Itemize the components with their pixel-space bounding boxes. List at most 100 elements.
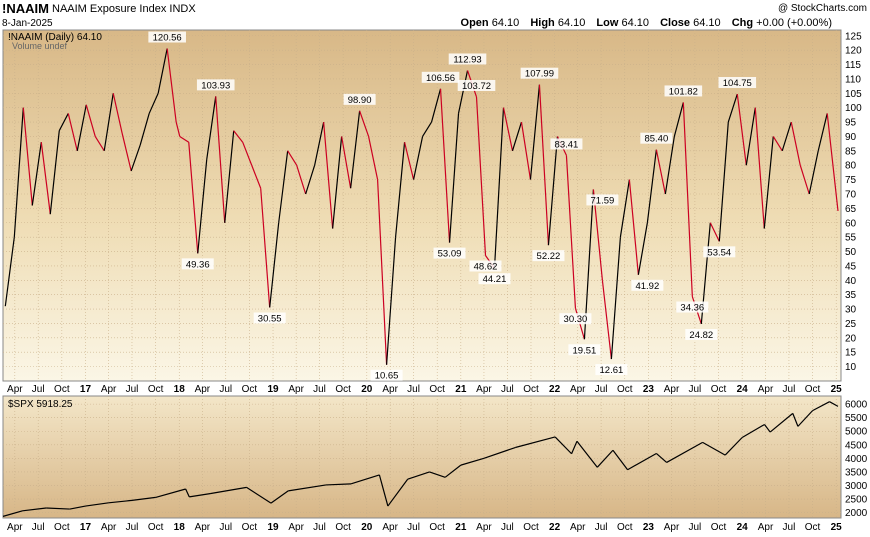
annotation-box bbox=[253, 312, 286, 324]
series-segment bbox=[359, 110, 370, 137]
y-tick-label: 70 bbox=[845, 189, 857, 200]
open-value: 64.10 bbox=[491, 17, 520, 29]
annotation-label: 120.56 bbox=[153, 33, 182, 44]
naaim-y-axis: 10 15 20 25 30 35 40 45 50 55 60 65 70 75 80 85 90 95 100 1… bbox=[845, 31, 862, 373]
series-segment bbox=[85, 104, 96, 137]
series-segment bbox=[242, 141, 253, 166]
annotation-box bbox=[433, 247, 466, 259]
copyright-link[interactable]: @ StockCharts.com bbox=[777, 3, 867, 14]
x-tick-label: Apr bbox=[195, 384, 211, 395]
annotation-box bbox=[703, 246, 736, 258]
x-tick-label: Oct bbox=[523, 522, 539, 533]
index-full-name: NAAIM Exposure Index bbox=[52, 3, 167, 15]
x-tick-label: 23 bbox=[643, 384, 655, 395]
series-segment bbox=[131, 496, 156, 501]
x-tick-label: Jul bbox=[501, 522, 514, 533]
y-tick-label: 40 bbox=[845, 276, 857, 287]
x-tick-label: 18 bbox=[174, 384, 186, 395]
series-segment bbox=[817, 113, 828, 151]
x-tick-label: Oct bbox=[711, 384, 727, 395]
x-tick-label: Apr bbox=[382, 522, 398, 533]
x-tick-label: Oct bbox=[54, 522, 70, 533]
series-segment bbox=[460, 457, 485, 466]
x-tick-label: Apr bbox=[664, 384, 680, 395]
annotation-label: 41.92 bbox=[635, 281, 659, 292]
series-segment bbox=[439, 88, 451, 243]
series-segment bbox=[4, 237, 15, 307]
annotation-label: 24.82 bbox=[689, 330, 713, 341]
series-segment bbox=[166, 48, 177, 123]
x-tick-label: 17 bbox=[80, 384, 92, 395]
low-value: 64.10 bbox=[621, 17, 650, 29]
series-segment bbox=[368, 136, 379, 180]
series-segment bbox=[724, 437, 743, 456]
annotation-box bbox=[343, 93, 376, 105]
series-segment bbox=[772, 136, 783, 152]
annotation-box bbox=[550, 138, 583, 150]
series-segment bbox=[764, 424, 771, 433]
x-tick-label: Oct bbox=[429, 522, 445, 533]
series-segment bbox=[682, 102, 693, 297]
y-tick-label: 20 bbox=[845, 333, 857, 344]
series-segment bbox=[829, 401, 839, 407]
low-label: Low bbox=[596, 17, 619, 29]
y-tick-label: 65 bbox=[845, 204, 857, 215]
series-segment bbox=[520, 121, 532, 180]
series-segment bbox=[148, 93, 159, 114]
series-segment bbox=[790, 121, 801, 166]
naaim-annotations: 120.56 49.36 103.93 30.55 98.90 10.65 106.56 53… bbox=[148, 31, 757, 382]
x-tick-label: Apr bbox=[7, 384, 23, 395]
x-tick-label: 25 bbox=[831, 522, 843, 533]
series-segment bbox=[655, 453, 668, 463]
y-tick-label: 50 bbox=[845, 247, 857, 258]
x-tick-label: 19 bbox=[267, 522, 279, 533]
annotation-label: 49.36 bbox=[186, 259, 210, 270]
x-tick-label: Oct bbox=[335, 384, 351, 395]
series-segment bbox=[287, 150, 298, 166]
x-tick-label: Apr bbox=[758, 522, 774, 533]
series-segment bbox=[493, 107, 505, 269]
series-segment bbox=[175, 121, 181, 137]
y-tick-label: 125 bbox=[845, 31, 862, 42]
ohlc-readout: Open 64.10 High 64.10 Low 64.10 Close 64… bbox=[461, 17, 840, 29]
y-tick-label: 5000 bbox=[845, 427, 868, 438]
annotation-box bbox=[586, 194, 619, 206]
x-tick-label: Apr bbox=[476, 384, 492, 395]
series-segment bbox=[547, 136, 559, 246]
x-tick-label: 25 bbox=[831, 384, 843, 395]
annotation-label: 85.40 bbox=[644, 134, 668, 145]
series-segment bbox=[769, 412, 794, 433]
annotation-box bbox=[559, 313, 592, 325]
series-segment bbox=[108, 499, 133, 504]
series-segment bbox=[529, 84, 541, 180]
spx-panel bbox=[2, 395, 842, 519]
annotation-box bbox=[457, 79, 496, 91]
x-tick-label: Jul bbox=[688, 384, 701, 395]
annotation-label: 101.82 bbox=[669, 86, 698, 97]
x-tick-label: Jul bbox=[313, 384, 326, 395]
y-tick-label: 105 bbox=[845, 89, 862, 100]
x-tick-label: Jul bbox=[32, 384, 45, 395]
series-segment bbox=[502, 107, 514, 151]
series-segment bbox=[323, 122, 334, 229]
series-segment bbox=[565, 155, 577, 309]
annotation-box bbox=[532, 250, 565, 262]
x-tick-label: Jul bbox=[313, 522, 326, 533]
close-label: Close bbox=[660, 17, 691, 29]
annotation-box bbox=[469, 260, 502, 272]
series-segment bbox=[709, 222, 720, 242]
series-segment bbox=[215, 96, 226, 223]
series-segment bbox=[781, 121, 792, 152]
series-segment bbox=[325, 483, 352, 486]
annotation-box bbox=[685, 328, 718, 340]
x-tick-label: Apr bbox=[195, 522, 211, 533]
series-segment bbox=[403, 142, 415, 180]
series-segment bbox=[673, 102, 684, 137]
series-segment bbox=[444, 464, 462, 478]
x-tick-label: Oct bbox=[335, 522, 351, 533]
series-segment bbox=[139, 113, 150, 146]
series-segment bbox=[233, 130, 244, 143]
y-tick-label: 55 bbox=[845, 233, 857, 244]
x-tick-label: 18 bbox=[174, 522, 186, 533]
